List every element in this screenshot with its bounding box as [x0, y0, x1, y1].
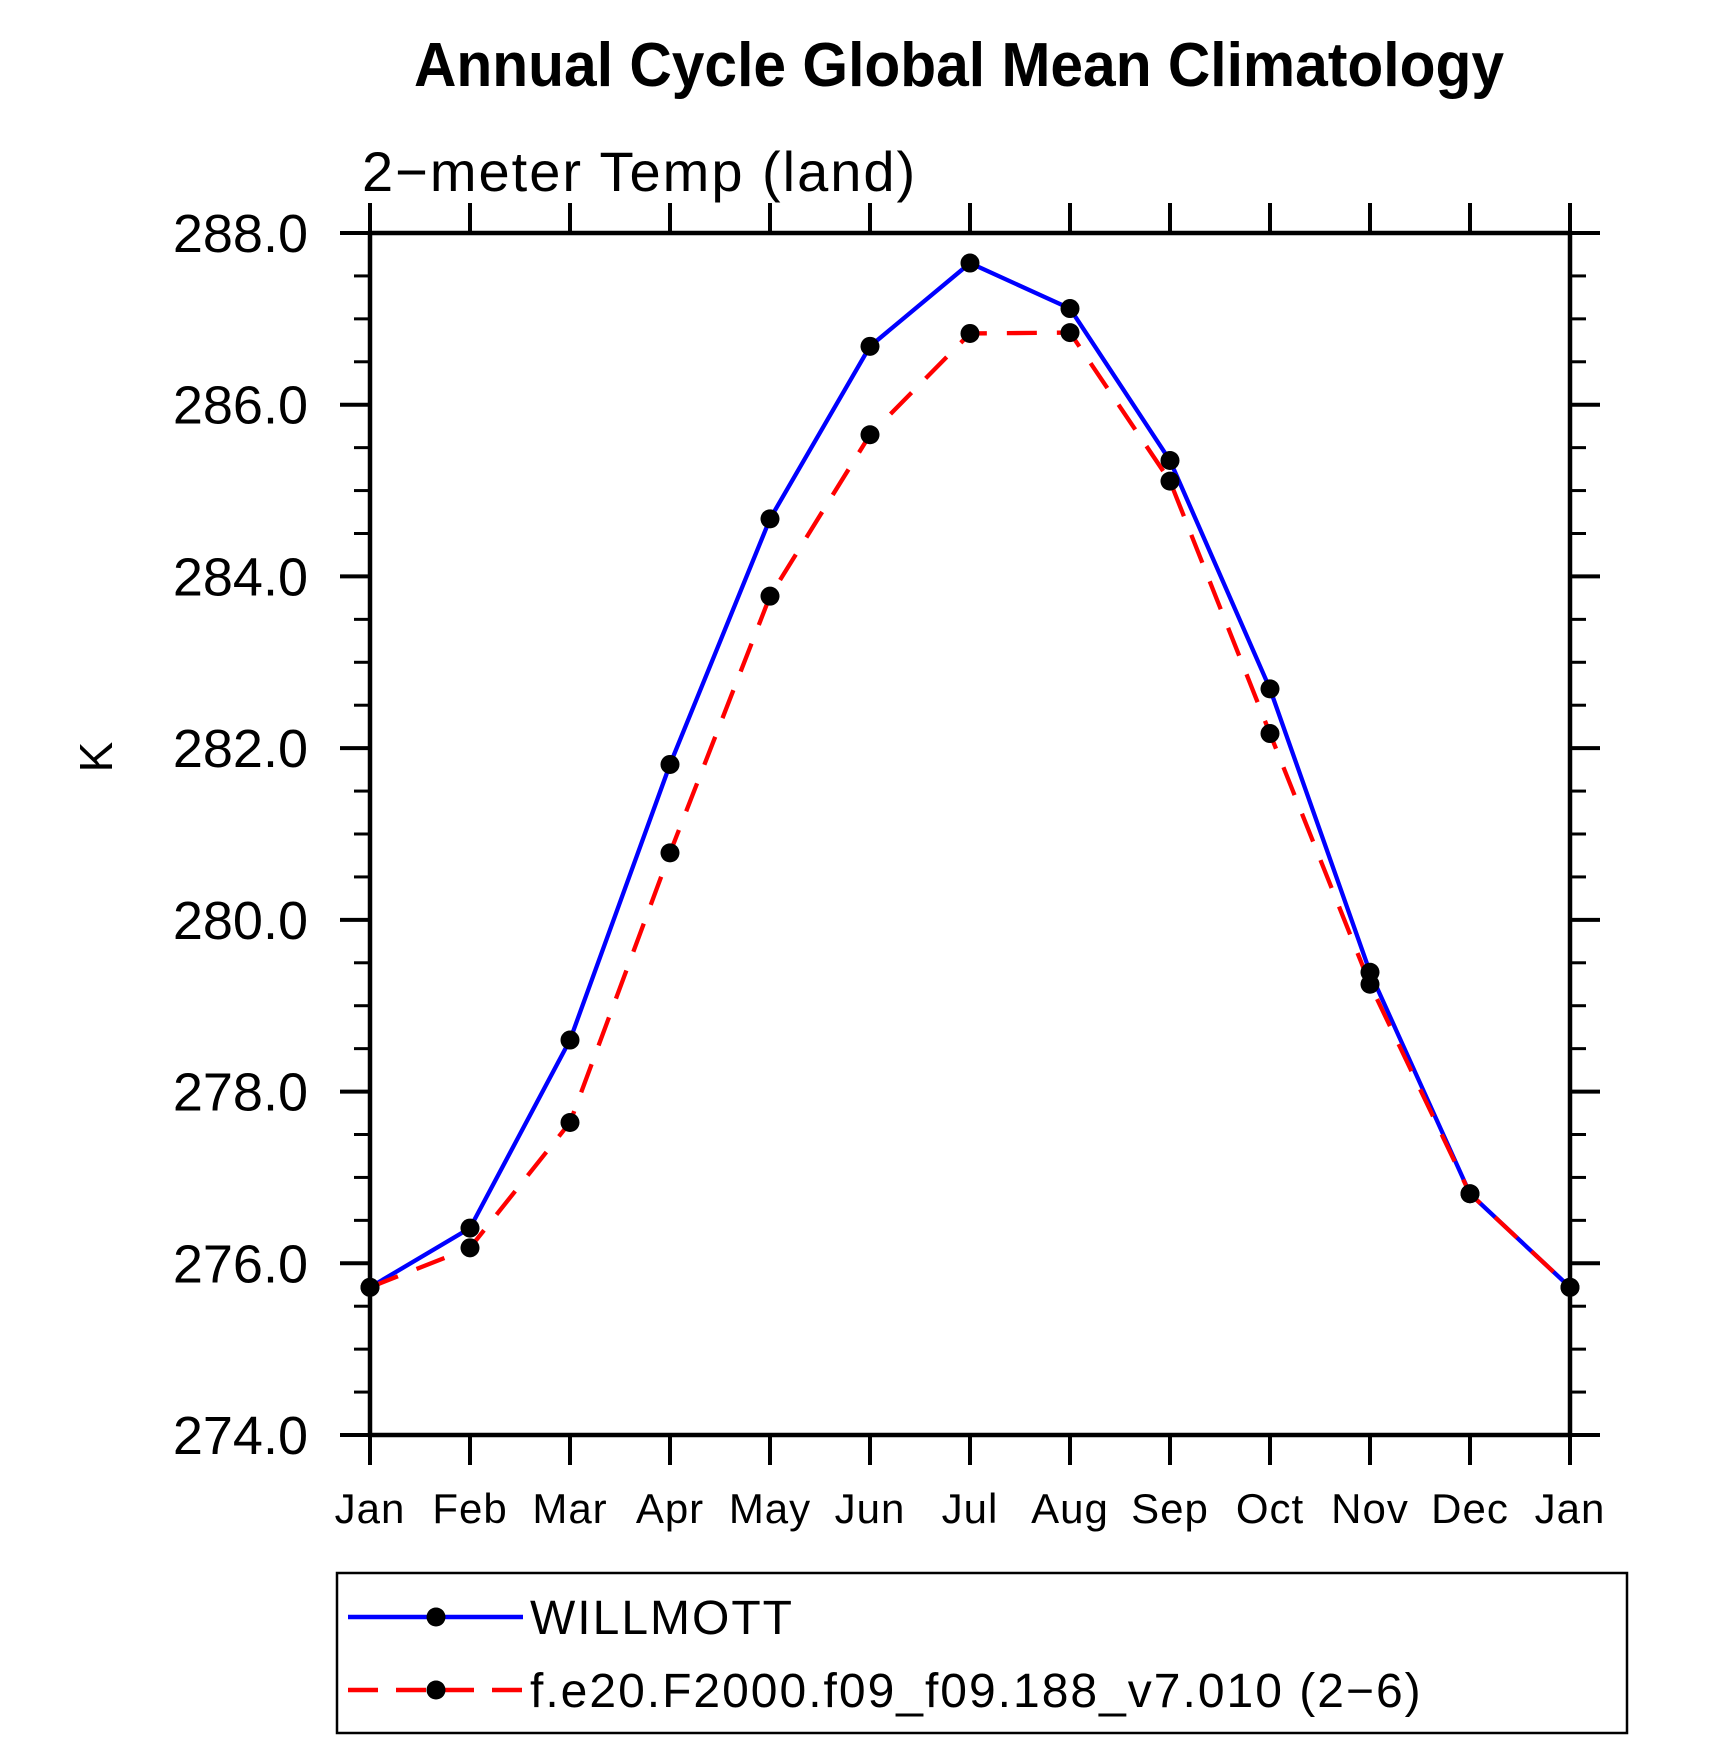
series-line-model — [369, 330, 1572, 1290]
data-point-model — [360, 1277, 380, 1297]
data-point-model — [760, 586, 780, 606]
x-tick-label: Jan — [1535, 1485, 1606, 1532]
data-point-willmott — [460, 1218, 480, 1238]
y-tick-label: 282.0 — [173, 719, 308, 779]
x-tick-label: Jun — [835, 1485, 906, 1532]
chart-subtitle: 2−meter Temp (land) — [362, 140, 917, 203]
x-tick-label: Sep — [1131, 1485, 1209, 1532]
x-tick-label: Oct — [1236, 1485, 1304, 1532]
data-point-model — [1560, 1277, 1580, 1297]
x-tick-label: Jul — [942, 1485, 999, 1532]
y-tick-label: 288.0 — [173, 204, 308, 264]
series-line-willmott — [368, 260, 1572, 1290]
x-tick-label: Feb — [432, 1485, 507, 1532]
y-tick-label: 274.0 — [173, 1406, 308, 1466]
y-tick-label: 286.0 — [173, 376, 308, 436]
x-tick-label: Jan — [335, 1485, 406, 1532]
y-tick-label: 278.0 — [173, 1063, 308, 1123]
data-point-model — [560, 1112, 580, 1132]
y-axis-title: K — [70, 741, 122, 772]
data-point-willmott — [860, 336, 880, 356]
chart-title: Annual Cycle Global Mean Climatology — [414, 31, 1504, 100]
data-point-willmott — [560, 1030, 580, 1050]
data-point-model — [1460, 1184, 1480, 1204]
legend: WILLMOTT f.e20.F2000.f09_f09.188_v7.010 … — [335, 1571, 1629, 1735]
x-tick-label: May — [729, 1485, 811, 1532]
data-point-willmott — [960, 253, 980, 273]
plot-axes: 274.0 276.0 278.0 280.0 282.0 284.0 286.0 288.0… — [173, 203, 1606, 1532]
data-point-willmott — [1060, 299, 1080, 319]
plot-frame — [367, 230, 1573, 1438]
data-point-model — [660, 843, 680, 863]
y-tick-label: 280.0 — [173, 891, 308, 951]
data-point-model — [1260, 724, 1280, 744]
legend-marker-willmott-icon — [426, 1607, 446, 1627]
legend-label-willmott: WILLMOTT — [530, 1592, 794, 1645]
x-tick-label: Mar — [532, 1485, 607, 1532]
x-tick-label: Aug — [1031, 1485, 1109, 1532]
data-point-model — [1160, 471, 1180, 491]
data-point-model — [960, 323, 980, 343]
legend-box — [335, 1571, 1629, 1735]
y-tick-label: 276.0 — [173, 1234, 308, 1294]
x-tick-label: Apr — [636, 1485, 704, 1532]
data-point-model — [1360, 974, 1380, 994]
x-tick-label: Nov — [1331, 1485, 1409, 1532]
data-point-willmott — [1160, 451, 1180, 471]
data-point-model — [860, 425, 880, 445]
y-tick-label: 284.0 — [173, 547, 308, 607]
data-point-willmott — [760, 509, 780, 529]
legend-marker-model-icon — [426, 1680, 446, 1700]
legend-label-model: f.e20.F2000.f09_f09.188_v7.010 (2−6) — [530, 1665, 1423, 1718]
data-point-model — [1060, 323, 1080, 343]
data-point-willmott — [660, 754, 680, 774]
data-point-model — [460, 1238, 480, 1258]
x-tick-label: Dec — [1431, 1485, 1509, 1532]
plot-series — [360, 253, 1580, 1297]
data-point-willmott — [1260, 679, 1280, 699]
